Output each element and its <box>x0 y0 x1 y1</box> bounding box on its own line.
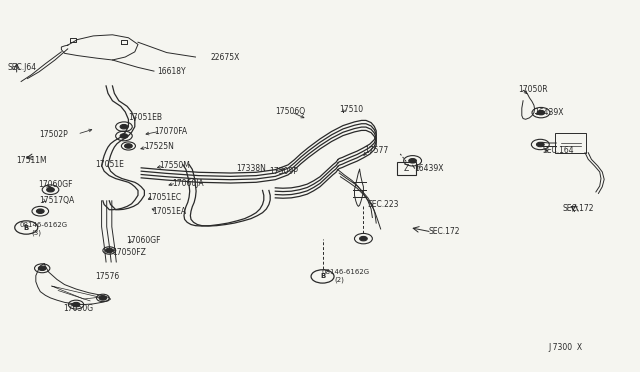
Text: 17511M: 17511M <box>17 155 47 164</box>
Text: 17060GF: 17060GF <box>38 180 72 189</box>
Text: 17506Q: 17506Q <box>275 108 305 116</box>
Text: 16618Y: 16618Y <box>157 67 186 76</box>
Circle shape <box>409 158 417 163</box>
Text: B: B <box>24 225 29 231</box>
Circle shape <box>36 209 44 214</box>
Text: 17060GF: 17060GF <box>126 236 161 246</box>
Circle shape <box>537 110 545 115</box>
Text: 17050R: 17050R <box>518 85 548 94</box>
Text: 17517QA: 17517QA <box>39 196 74 205</box>
Text: 17577: 17577 <box>365 146 389 155</box>
Text: 22675X: 22675X <box>210 52 239 61</box>
Text: 08146-6162G: 08146-6162G <box>20 222 68 228</box>
Text: 17050G: 17050G <box>63 304 93 313</box>
Circle shape <box>72 302 80 307</box>
Text: 17051E: 17051E <box>95 160 124 169</box>
Text: 17060JA: 17060JA <box>172 179 204 187</box>
Circle shape <box>360 236 367 241</box>
Text: 17051EA: 17051EA <box>153 207 187 216</box>
Text: 17550M: 17550M <box>159 161 190 170</box>
Text: (3): (3) <box>31 230 42 236</box>
Text: 08146-6162G: 08146-6162G <box>321 269 369 275</box>
Text: SEC.172: SEC.172 <box>429 227 460 237</box>
Text: (2): (2) <box>334 276 344 283</box>
Text: J 7300  X: J 7300 X <box>548 343 583 352</box>
Circle shape <box>106 248 113 253</box>
Text: 17051EB: 17051EB <box>129 113 163 122</box>
Text: Z: Z <box>404 164 409 173</box>
Circle shape <box>125 144 132 148</box>
Circle shape <box>536 142 544 147</box>
Text: 17338N: 17338N <box>236 164 266 173</box>
Text: 17070FA: 17070FA <box>154 126 187 136</box>
Text: 16439X: 16439X <box>534 108 564 117</box>
Text: SEC.223: SEC.223 <box>367 200 399 209</box>
Circle shape <box>47 187 54 192</box>
Text: 17509P: 17509P <box>269 167 298 176</box>
Text: SEC.J64: SEC.J64 <box>7 63 36 72</box>
Circle shape <box>120 134 128 138</box>
Text: 17051EC: 17051EC <box>148 193 182 202</box>
Text: B: B <box>320 273 325 279</box>
Text: SEC.164: SEC.164 <box>542 146 574 155</box>
Text: SEC.172: SEC.172 <box>563 205 594 214</box>
Text: 17576: 17576 <box>95 272 120 281</box>
Text: 17050FZ: 17050FZ <box>112 248 146 257</box>
Circle shape <box>38 266 46 270</box>
Circle shape <box>99 296 107 300</box>
Text: 17502P: 17502P <box>39 129 68 139</box>
Circle shape <box>120 125 128 129</box>
Text: 16439X: 16439X <box>415 164 444 173</box>
Text: 17525N: 17525N <box>145 142 174 151</box>
Text: 17510: 17510 <box>339 105 364 114</box>
